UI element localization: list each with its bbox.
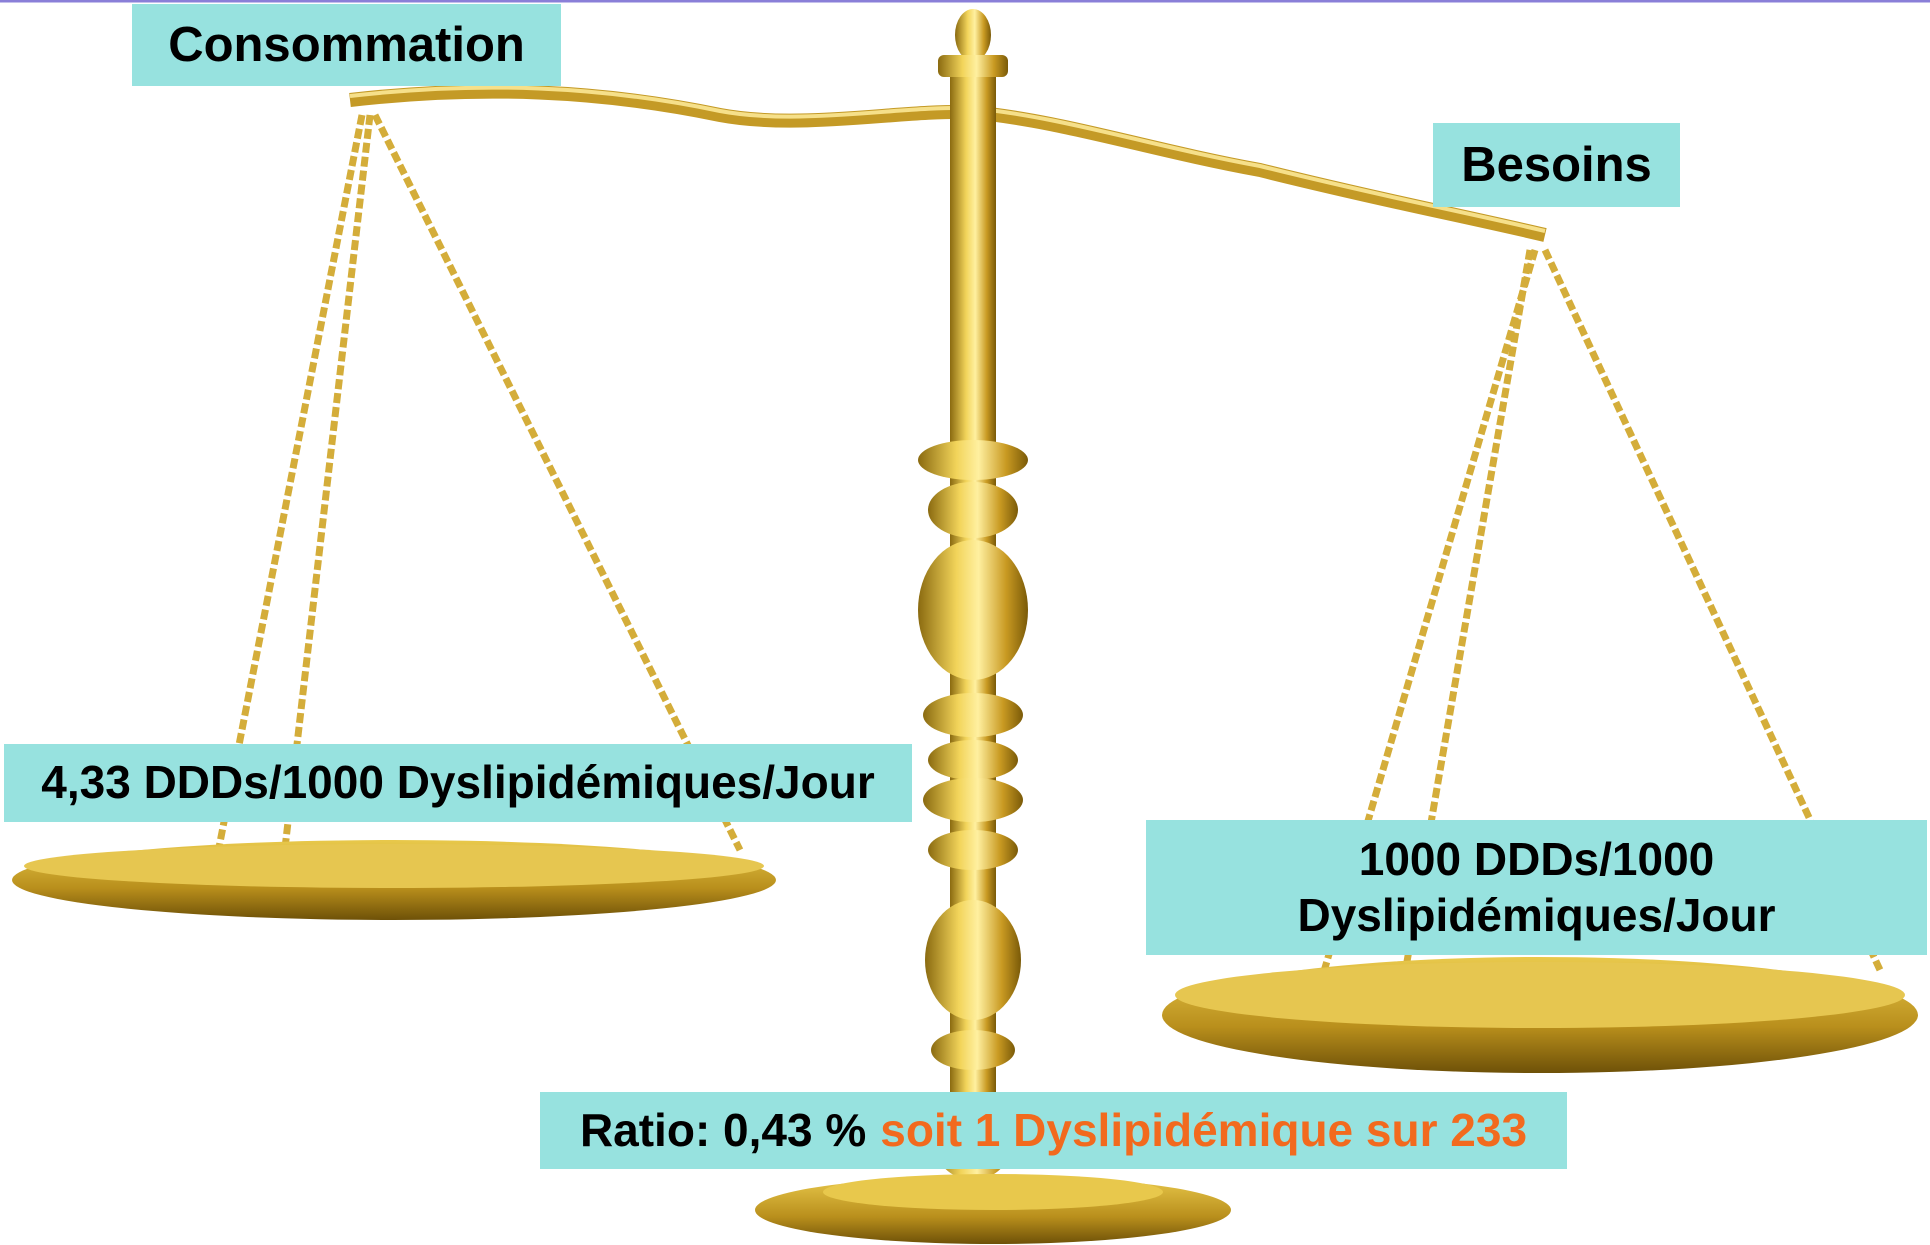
ratio-prefix: Ratio: 0,43 % bbox=[579, 1103, 867, 1156]
needs-value: 1000 DDDs/1000 Dyslipidémiques/Jour bbox=[1146, 820, 1927, 955]
finial bbox=[955, 9, 991, 61]
needs-title: Besoins bbox=[1433, 123, 1680, 207]
ratio-box: Ratio: 0,43 % soit 1 Dyslipidémique sur … bbox=[540, 1092, 1567, 1169]
beam bbox=[349, 84, 1547, 242]
beam-highlight bbox=[349, 85, 1546, 233]
left-pan-top bbox=[24, 844, 764, 888]
ratio-suffix: soit 1 Dyslipidémique sur 233 bbox=[880, 1103, 1528, 1156]
pole-turnings bbox=[918, 440, 1028, 1180]
right-pan-top bbox=[1175, 962, 1905, 1028]
base-top bbox=[823, 1174, 1163, 1210]
finial-collar bbox=[938, 55, 1008, 77]
consumption-value: 4,33 DDDs/1000 Dyslipidémiques/Jour bbox=[4, 744, 912, 822]
consumption-title: Consommation bbox=[132, 4, 561, 86]
